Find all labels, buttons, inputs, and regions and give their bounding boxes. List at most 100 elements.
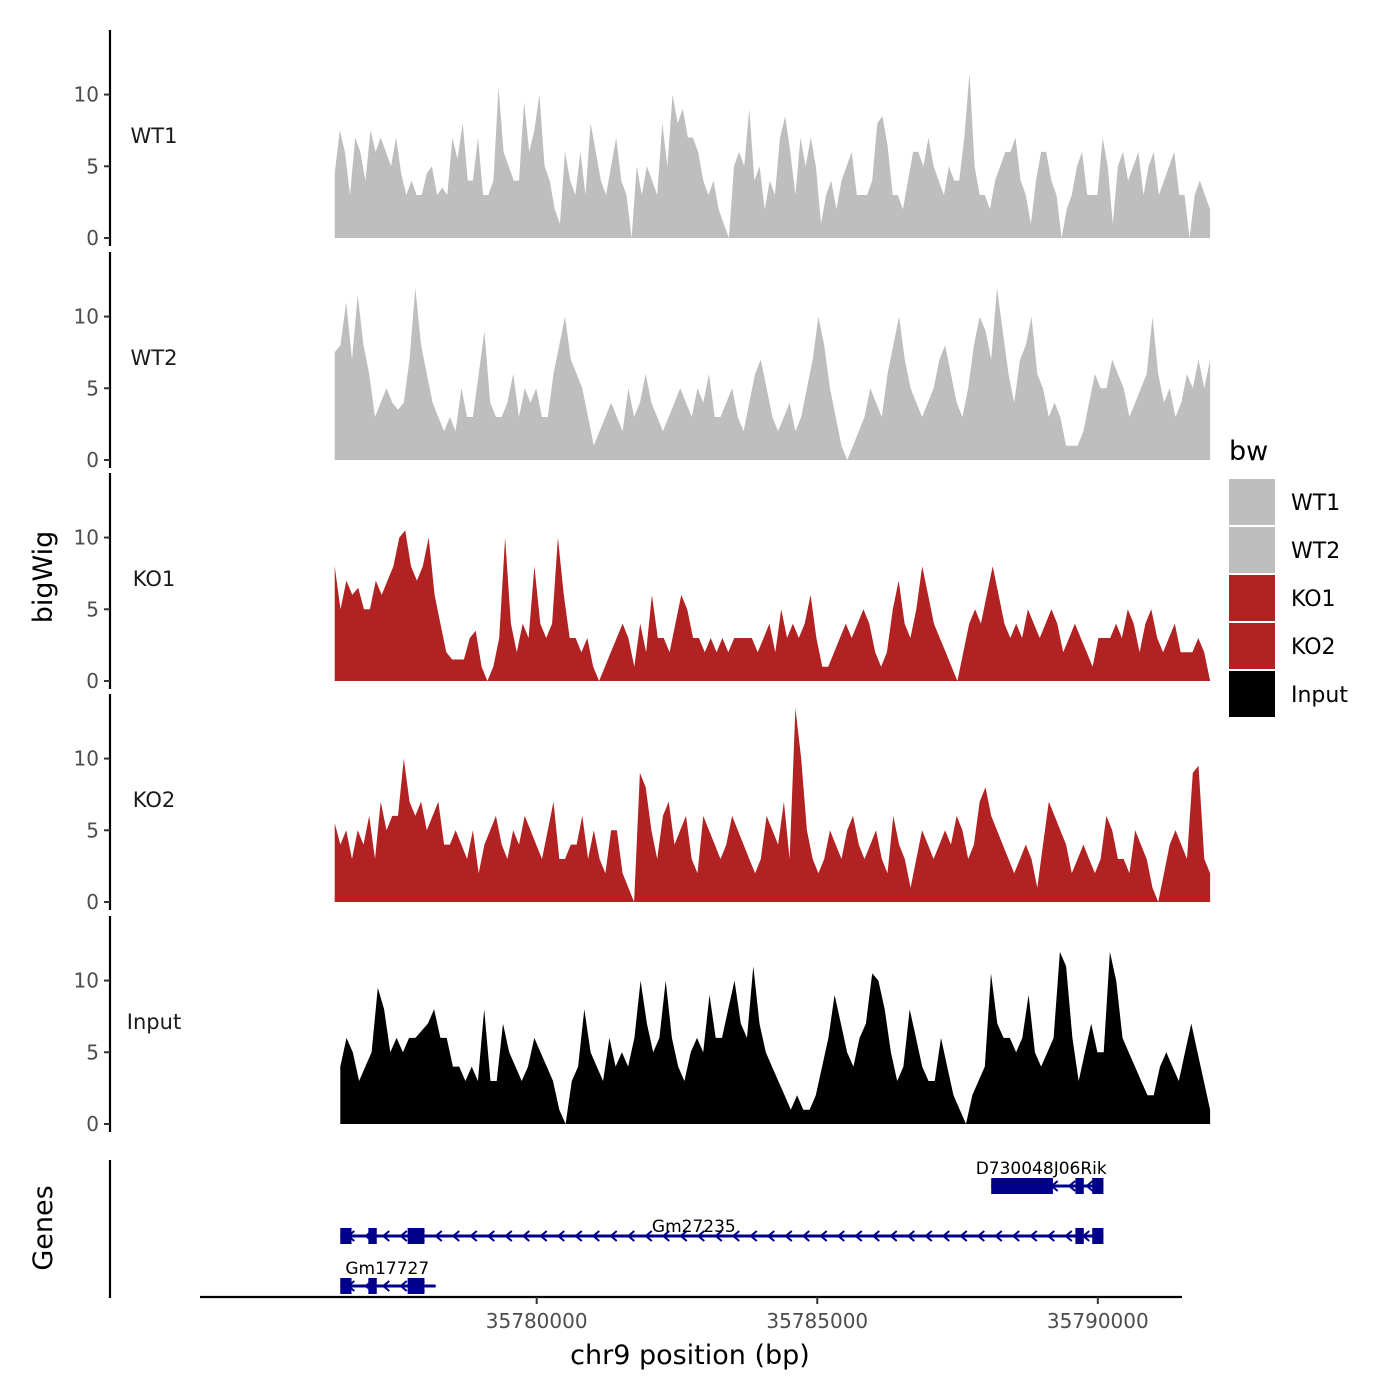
legend-label: KO1: [1291, 587, 1336, 612]
strand-arrow: [1064, 1230, 1073, 1242]
strand-arrow: [591, 1230, 600, 1242]
y-tick-label: 0: [86, 1112, 99, 1136]
genes-panel-title: Genes: [28, 1185, 59, 1270]
track-ko2: 0 5 10 KO2: [74, 694, 1211, 914]
legend-swatch: [1229, 575, 1275, 621]
strand-arrow: [941, 1230, 950, 1242]
strand-arrow: [381, 1230, 390, 1242]
gene-exon: [1092, 1228, 1104, 1244]
strand-arrow: [819, 1230, 828, 1242]
strand-arrow: [994, 1230, 1003, 1242]
legend-title: bw: [1229, 436, 1268, 467]
signal-tracks: 0 5 10 WT1 0 5 10 WT2 0 5 10 KO1 0 5 10 KO2 0 5 10 Input: [74, 30, 1211, 1136]
strand-arrow: [574, 1230, 583, 1242]
strand-arrow: [784, 1230, 793, 1242]
legend-item-ko2: KO2: [1229, 623, 1336, 669]
legend-item-input: Input: [1229, 671, 1348, 717]
strand-arrow: [976, 1230, 985, 1242]
strand-arrow: [539, 1230, 548, 1242]
gene-exon: [1075, 1228, 1084, 1244]
track-wt2: 0 5 10 WT2: [74, 252, 1211, 472]
strand-arrow: [836, 1230, 845, 1242]
gene-gm17727: Gm17727: [340, 1259, 436, 1294]
strand-arrow: [504, 1230, 513, 1242]
legend-swatch: [1229, 671, 1275, 717]
legend-label: Input: [1291, 683, 1348, 708]
strand-arrow: [1046, 1230, 1055, 1242]
strand-arrow: [871, 1230, 880, 1242]
track-wt1: 0 5 10 WT1: [74, 30, 1211, 250]
y-tick-label: 10: [74, 747, 99, 771]
x-tick-label: 35785000: [766, 1309, 868, 1333]
legend-swatch: [1229, 479, 1275, 525]
y-tick-label: 0: [86, 890, 99, 914]
strand-arrow: [714, 1230, 723, 1242]
strand-arrow: [469, 1230, 478, 1242]
strand-arrow: [399, 1280, 408, 1292]
gene-exon: [340, 1228, 352, 1244]
gene-label: Gm27235: [652, 1217, 736, 1237]
strand-arrow: [486, 1230, 495, 1242]
legend-label: KO2: [1291, 635, 1336, 660]
track-input: 0 5 10 Input: [74, 916, 1211, 1136]
y-tick-label: 0: [86, 226, 99, 250]
strand-arrow: [626, 1230, 635, 1242]
strand-arrow: [906, 1230, 915, 1242]
gene-label: D730048J06Rik: [976, 1159, 1107, 1179]
track-area-ko2: [334, 708, 1211, 902]
gene-exon: [407, 1278, 425, 1294]
legend-label: WT2: [1291, 539, 1340, 564]
track-label: WT1: [131, 124, 178, 148]
track-label: KO1: [133, 567, 176, 591]
gene-exon: [1092, 1178, 1104, 1194]
y-tick-label: 10: [74, 305, 99, 329]
legend-swatch: [1229, 623, 1275, 669]
x-axis-title: chr9 position (bp): [570, 1340, 810, 1371]
track-area-wt1: [334, 73, 1211, 238]
strand-arrow: [749, 1230, 758, 1242]
gene-d730048j06rik: D730048J06Rik: [976, 1159, 1107, 1194]
strand-arrow: [451, 1230, 460, 1242]
strand-arrow: [679, 1230, 688, 1242]
legend: bw WT1 WT2 KO1 KO2 Input: [1229, 436, 1348, 717]
track-area-input: [340, 951, 1211, 1124]
gene-gm27235: Gm27235: [340, 1217, 1104, 1244]
strand-arrow: [399, 1230, 408, 1242]
gene-exon: [340, 1278, 352, 1294]
strand-arrow: [661, 1230, 670, 1242]
strand-arrow: [731, 1230, 740, 1242]
strand-arrow: [1011, 1230, 1020, 1242]
strand-arrow: [521, 1230, 530, 1242]
y-tick-label: 0: [86, 669, 99, 693]
legend-item-ko1: KO1: [1229, 575, 1336, 621]
track-ko1: 0 5 10 KO1: [74, 473, 1211, 693]
strand-arrow: [434, 1230, 443, 1242]
gene-label: Gm17727: [345, 1259, 429, 1279]
strand-arrow: [924, 1230, 933, 1242]
legend-item-wt1: WT1: [1229, 479, 1340, 525]
gene-exon: [368, 1228, 377, 1244]
y-tick-label: 5: [86, 597, 99, 621]
y-tick-label: 10: [74, 969, 99, 993]
gene-exon: [407, 1228, 425, 1244]
strand-arrow: [959, 1230, 968, 1242]
x-tick-label: 35790000: [1047, 1309, 1149, 1333]
gene-exon: [991, 1178, 1053, 1194]
track-label: Input: [127, 1010, 181, 1034]
strand-arrow: [1029, 1230, 1038, 1242]
legend-swatch: [1229, 527, 1275, 573]
track-label: WT2: [131, 346, 178, 370]
y-tick-label: 5: [86, 154, 99, 178]
strand-arrow: [381, 1280, 390, 1292]
y-tick-label: 5: [86, 376, 99, 400]
y-tick-label: 5: [86, 818, 99, 842]
gene-exon: [368, 1278, 377, 1294]
strand-arrow: [1085, 1180, 1094, 1192]
x-axis: 35780000 35785000 35790000: [200, 1295, 1182, 1333]
genes-panel: D730048J06Rik Gm27235 Gm17727: [108, 1159, 1107, 1298]
y-axis-title: bigWig: [28, 531, 59, 624]
track-area-wt2: [334, 287, 1211, 460]
y-tick-label: 5: [86, 1040, 99, 1064]
y-tick-label: 10: [74, 526, 99, 550]
